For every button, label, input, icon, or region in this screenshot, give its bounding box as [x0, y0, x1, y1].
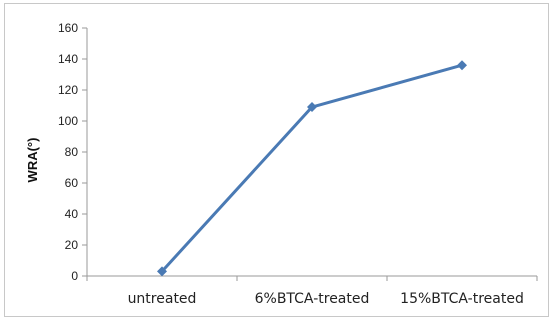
y-tick-label: 120 — [58, 83, 78, 97]
x-axis-ticks: untreated 6%BTCA-treated 15%BTCA-treated — [86, 276, 538, 307]
y-tick-label: 100 — [58, 114, 78, 128]
x-tick-label: 6%BTCA-treated — [255, 291, 370, 307]
y-tick-label: 140 — [58, 52, 78, 66]
y-tick-label: 20 — [65, 238, 79, 252]
y-tick-label: 60 — [65, 176, 79, 190]
x-tick-label: 15%BTCA-treated — [400, 291, 524, 307]
y-tick-label: 80 — [65, 145, 79, 159]
data-point-marker — [307, 102, 317, 113]
data-point-marker — [157, 266, 167, 277]
y-tick-label: 160 — [58, 21, 78, 35]
y-axis-ticks: 0 20 40 60 80 100 120 140 160 — [58, 21, 87, 283]
axes — [86, 28, 537, 277]
x-tick-label: untreated — [128, 291, 197, 307]
series-line — [160, 63, 464, 273]
series-layer — [157, 60, 467, 277]
chart-frame — [4, 3, 549, 317]
y-axis-title: WRA(°) — [25, 138, 40, 183]
y-tick-label: 0 — [71, 269, 78, 283]
y-tick-label: 40 — [65, 207, 79, 221]
data-point-marker — [457, 60, 467, 71]
